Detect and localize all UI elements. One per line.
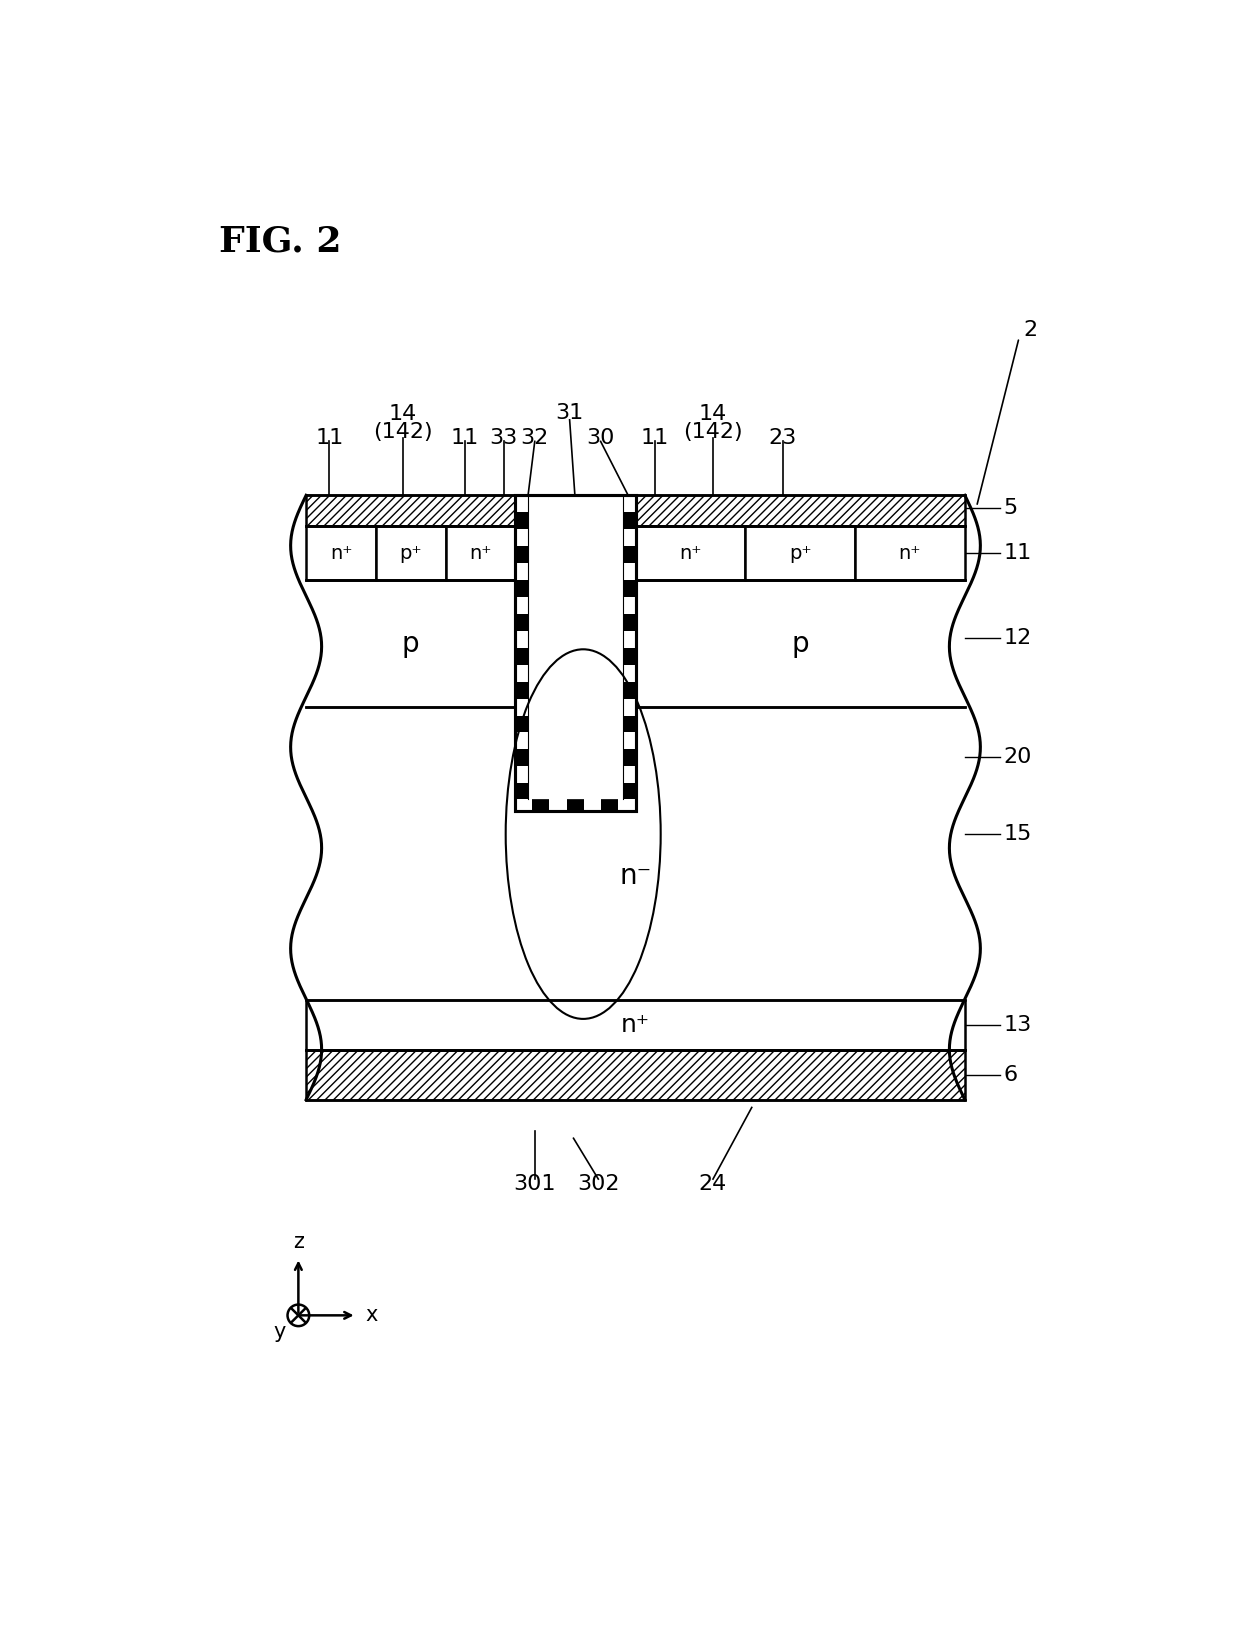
Bar <box>306 496 965 526</box>
Text: 30: 30 <box>587 427 615 447</box>
Text: 5: 5 <box>1003 499 1018 518</box>
Text: 12: 12 <box>1003 627 1032 648</box>
Text: 15: 15 <box>1003 824 1032 843</box>
Text: 11: 11 <box>1003 543 1032 562</box>
Text: n⁺: n⁺ <box>330 543 352 562</box>
Text: 302: 302 <box>577 1175 620 1194</box>
Bar <box>516 767 528 783</box>
Bar <box>745 526 856 580</box>
Text: p: p <box>791 629 808 658</box>
Bar <box>618 798 635 811</box>
Text: p⁺: p⁺ <box>399 543 422 562</box>
Bar <box>624 630 635 648</box>
Bar <box>516 496 635 811</box>
Bar <box>624 496 635 811</box>
Text: (142): (142) <box>373 422 433 442</box>
Bar <box>516 798 635 811</box>
Text: 32: 32 <box>521 427 549 447</box>
Text: 13: 13 <box>1003 1016 1032 1035</box>
Bar <box>624 733 635 749</box>
Text: n⁺: n⁺ <box>621 1012 650 1037</box>
Bar <box>306 526 376 580</box>
Text: 14: 14 <box>389 405 417 424</box>
Bar <box>528 496 624 798</box>
Text: 20: 20 <box>1003 748 1032 767</box>
Text: n⁺: n⁺ <box>899 543 921 562</box>
Bar <box>856 526 965 580</box>
Bar <box>306 496 965 1100</box>
Bar <box>624 496 635 512</box>
Bar <box>624 562 635 580</box>
Text: z: z <box>293 1232 304 1253</box>
Bar <box>306 999 965 1050</box>
Bar <box>306 1050 965 1100</box>
Text: x: x <box>366 1305 378 1326</box>
Text: y: y <box>274 1323 286 1342</box>
Text: 23: 23 <box>769 427 797 447</box>
Text: 6: 6 <box>1003 1064 1018 1086</box>
Text: n⁺: n⁺ <box>680 543 702 562</box>
Text: (142): (142) <box>683 422 743 442</box>
Bar <box>516 496 528 811</box>
Bar <box>516 530 528 546</box>
Text: p⁺: p⁺ <box>789 543 811 562</box>
Bar <box>376 526 445 580</box>
Text: FIG. 2: FIG. 2 <box>218 224 341 258</box>
Bar <box>549 798 567 811</box>
Bar <box>516 496 528 512</box>
Bar <box>516 496 635 811</box>
Bar <box>624 596 635 614</box>
Text: 301: 301 <box>513 1175 556 1194</box>
Text: n⁻: n⁻ <box>619 863 652 890</box>
Bar <box>516 800 528 811</box>
Text: 11: 11 <box>641 427 670 447</box>
Bar <box>516 665 528 681</box>
Text: 14: 14 <box>699 405 727 424</box>
Bar <box>516 798 532 811</box>
Bar <box>516 699 528 715</box>
Text: 33: 33 <box>490 427 518 447</box>
Bar <box>624 530 635 546</box>
Bar <box>624 800 635 811</box>
Text: p: p <box>402 629 419 658</box>
Text: 24: 24 <box>699 1175 727 1194</box>
Bar <box>624 699 635 715</box>
Bar <box>445 526 516 580</box>
Bar <box>624 665 635 681</box>
Text: 11: 11 <box>451 427 479 447</box>
Bar <box>635 526 745 580</box>
Text: 31: 31 <box>556 403 584 422</box>
Bar <box>516 596 528 614</box>
Bar <box>516 733 528 749</box>
Bar <box>516 562 528 580</box>
Text: 11: 11 <box>315 427 343 447</box>
Bar <box>516 630 528 648</box>
Text: n⁺: n⁺ <box>469 543 492 562</box>
Bar <box>584 798 600 811</box>
Bar <box>624 767 635 783</box>
Text: 2: 2 <box>1023 320 1037 340</box>
